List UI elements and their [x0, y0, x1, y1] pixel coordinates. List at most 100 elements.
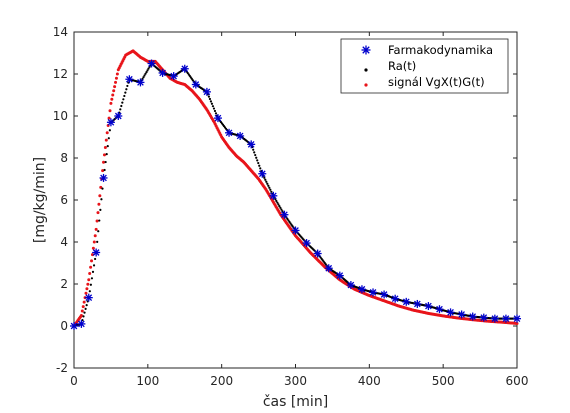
- data-point: [106, 118, 115, 127]
- ra-point: [89, 283, 92, 286]
- ra-point: [90, 277, 94, 280]
- y-tick-label: -2: [56, 361, 68, 375]
- ra-point: [125, 88, 128, 91]
- data-point: [191, 80, 200, 89]
- ra-point: [106, 145, 109, 148]
- data-point: [424, 302, 433, 311]
- ra-point: [264, 178, 267, 181]
- ra-point: [91, 270, 95, 273]
- ra-point: [266, 182, 269, 185]
- data-point: [302, 239, 311, 248]
- ra-point: [93, 257, 97, 261]
- data-point: [479, 313, 488, 322]
- ra-point: [277, 203, 280, 206]
- y-axis-ticks: -2 0 2 4 6 8 10 12 14: [53, 25, 517, 375]
- signal-point: [98, 194, 102, 198]
- ra-point: [145, 70, 148, 74]
- ra-point: [280, 208, 283, 211]
- ra-point: [255, 156, 258, 159]
- signal-point: [90, 253, 94, 257]
- ra-point: [123, 94, 126, 98]
- data-point: [92, 248, 101, 257]
- ra-point: [253, 151, 256, 154]
- data-point: [313, 249, 322, 258]
- y-tick-label: 0: [60, 319, 68, 333]
- signal-point: [81, 305, 85, 309]
- ra-point: [269, 188, 272, 191]
- signal-point: [113, 85, 117, 89]
- ra-point: [142, 76, 145, 79]
- data-point: [236, 131, 245, 140]
- ra-point: [257, 161, 260, 165]
- data-point: [490, 314, 499, 323]
- legend: Farmakodynamika Ra(t) signál VgX(t)G(t): [340, 38, 509, 94]
- legend-label-ra: Ra(t): [388, 59, 416, 73]
- signal-point: [107, 116, 111, 120]
- ra-point: [85, 304, 88, 307]
- data-point: [258, 169, 267, 178]
- legend-marker-signal: [364, 83, 368, 87]
- ra-point: [256, 159, 259, 162]
- data-point: [435, 305, 444, 314]
- ra-point: [100, 198, 103, 201]
- ra-point: [210, 102, 214, 105]
- ra-point: [208, 97, 212, 101]
- ra-point: [126, 84, 129, 88]
- ra-point: [98, 219, 101, 222]
- data-point: [147, 59, 156, 68]
- ra-point: [108, 129, 111, 132]
- data-point: [357, 285, 366, 294]
- signal-point: [112, 89, 116, 93]
- y-tick-label: 6: [60, 193, 68, 207]
- data-point: [136, 78, 145, 87]
- ra-point: [267, 184, 270, 187]
- y-axis-label: [mg/kg/min]: [32, 157, 48, 243]
- signal-point: [114, 80, 118, 84]
- x-axis-ticks: 0 100 200 300 400 500 600: [70, 32, 528, 388]
- data-point: [99, 173, 108, 182]
- signal-point: [115, 72, 119, 76]
- ra-point: [278, 205, 281, 208]
- ra-point: [214, 112, 218, 115]
- signal-point: [102, 160, 106, 164]
- data-point: [324, 264, 333, 273]
- y-tick-label: 12: [53, 67, 68, 81]
- ra-point: [120, 104, 123, 108]
- data-point: [280, 210, 289, 219]
- legend-marker-farmakodynamika: [361, 45, 371, 55]
- data-point: [158, 68, 167, 77]
- ra-point: [146, 69, 149, 72]
- x-tick-label: 600: [506, 374, 529, 388]
- ra-point: [83, 311, 86, 314]
- data-point: [391, 294, 400, 303]
- legend-item-ra: Ra(t): [364, 59, 416, 73]
- data-point: [225, 128, 234, 137]
- x-tick-label: 400: [358, 374, 381, 388]
- y-tick-label: 2: [60, 277, 68, 291]
- ra-point: [270, 190, 273, 193]
- data-point: [446, 308, 455, 317]
- ra-point: [259, 167, 262, 170]
- signal-point: [85, 287, 89, 291]
- ra-point: [104, 160, 107, 164]
- data-point: [180, 64, 189, 73]
- data-point: [70, 322, 78, 330]
- data-point: [501, 314, 510, 323]
- ra-point: [99, 208, 102, 211]
- y-tick-label: 10: [53, 109, 68, 123]
- signal-point: [84, 291, 88, 295]
- data-point: [413, 299, 422, 308]
- ra-point: [147, 67, 150, 70]
- data-point: [513, 314, 521, 323]
- signal-point: [110, 97, 114, 101]
- ra-point: [96, 240, 99, 243]
- legend-item-signal: signál VgX(t)G(t): [364, 75, 485, 89]
- signal-point: [79, 314, 83, 317]
- ra-point: [275, 199, 278, 203]
- signal-point: [96, 211, 100, 215]
- ra-point: [101, 187, 104, 190]
- signal-point: [86, 282, 90, 286]
- signal-point: [94, 227, 98, 231]
- data-point: [269, 191, 278, 200]
